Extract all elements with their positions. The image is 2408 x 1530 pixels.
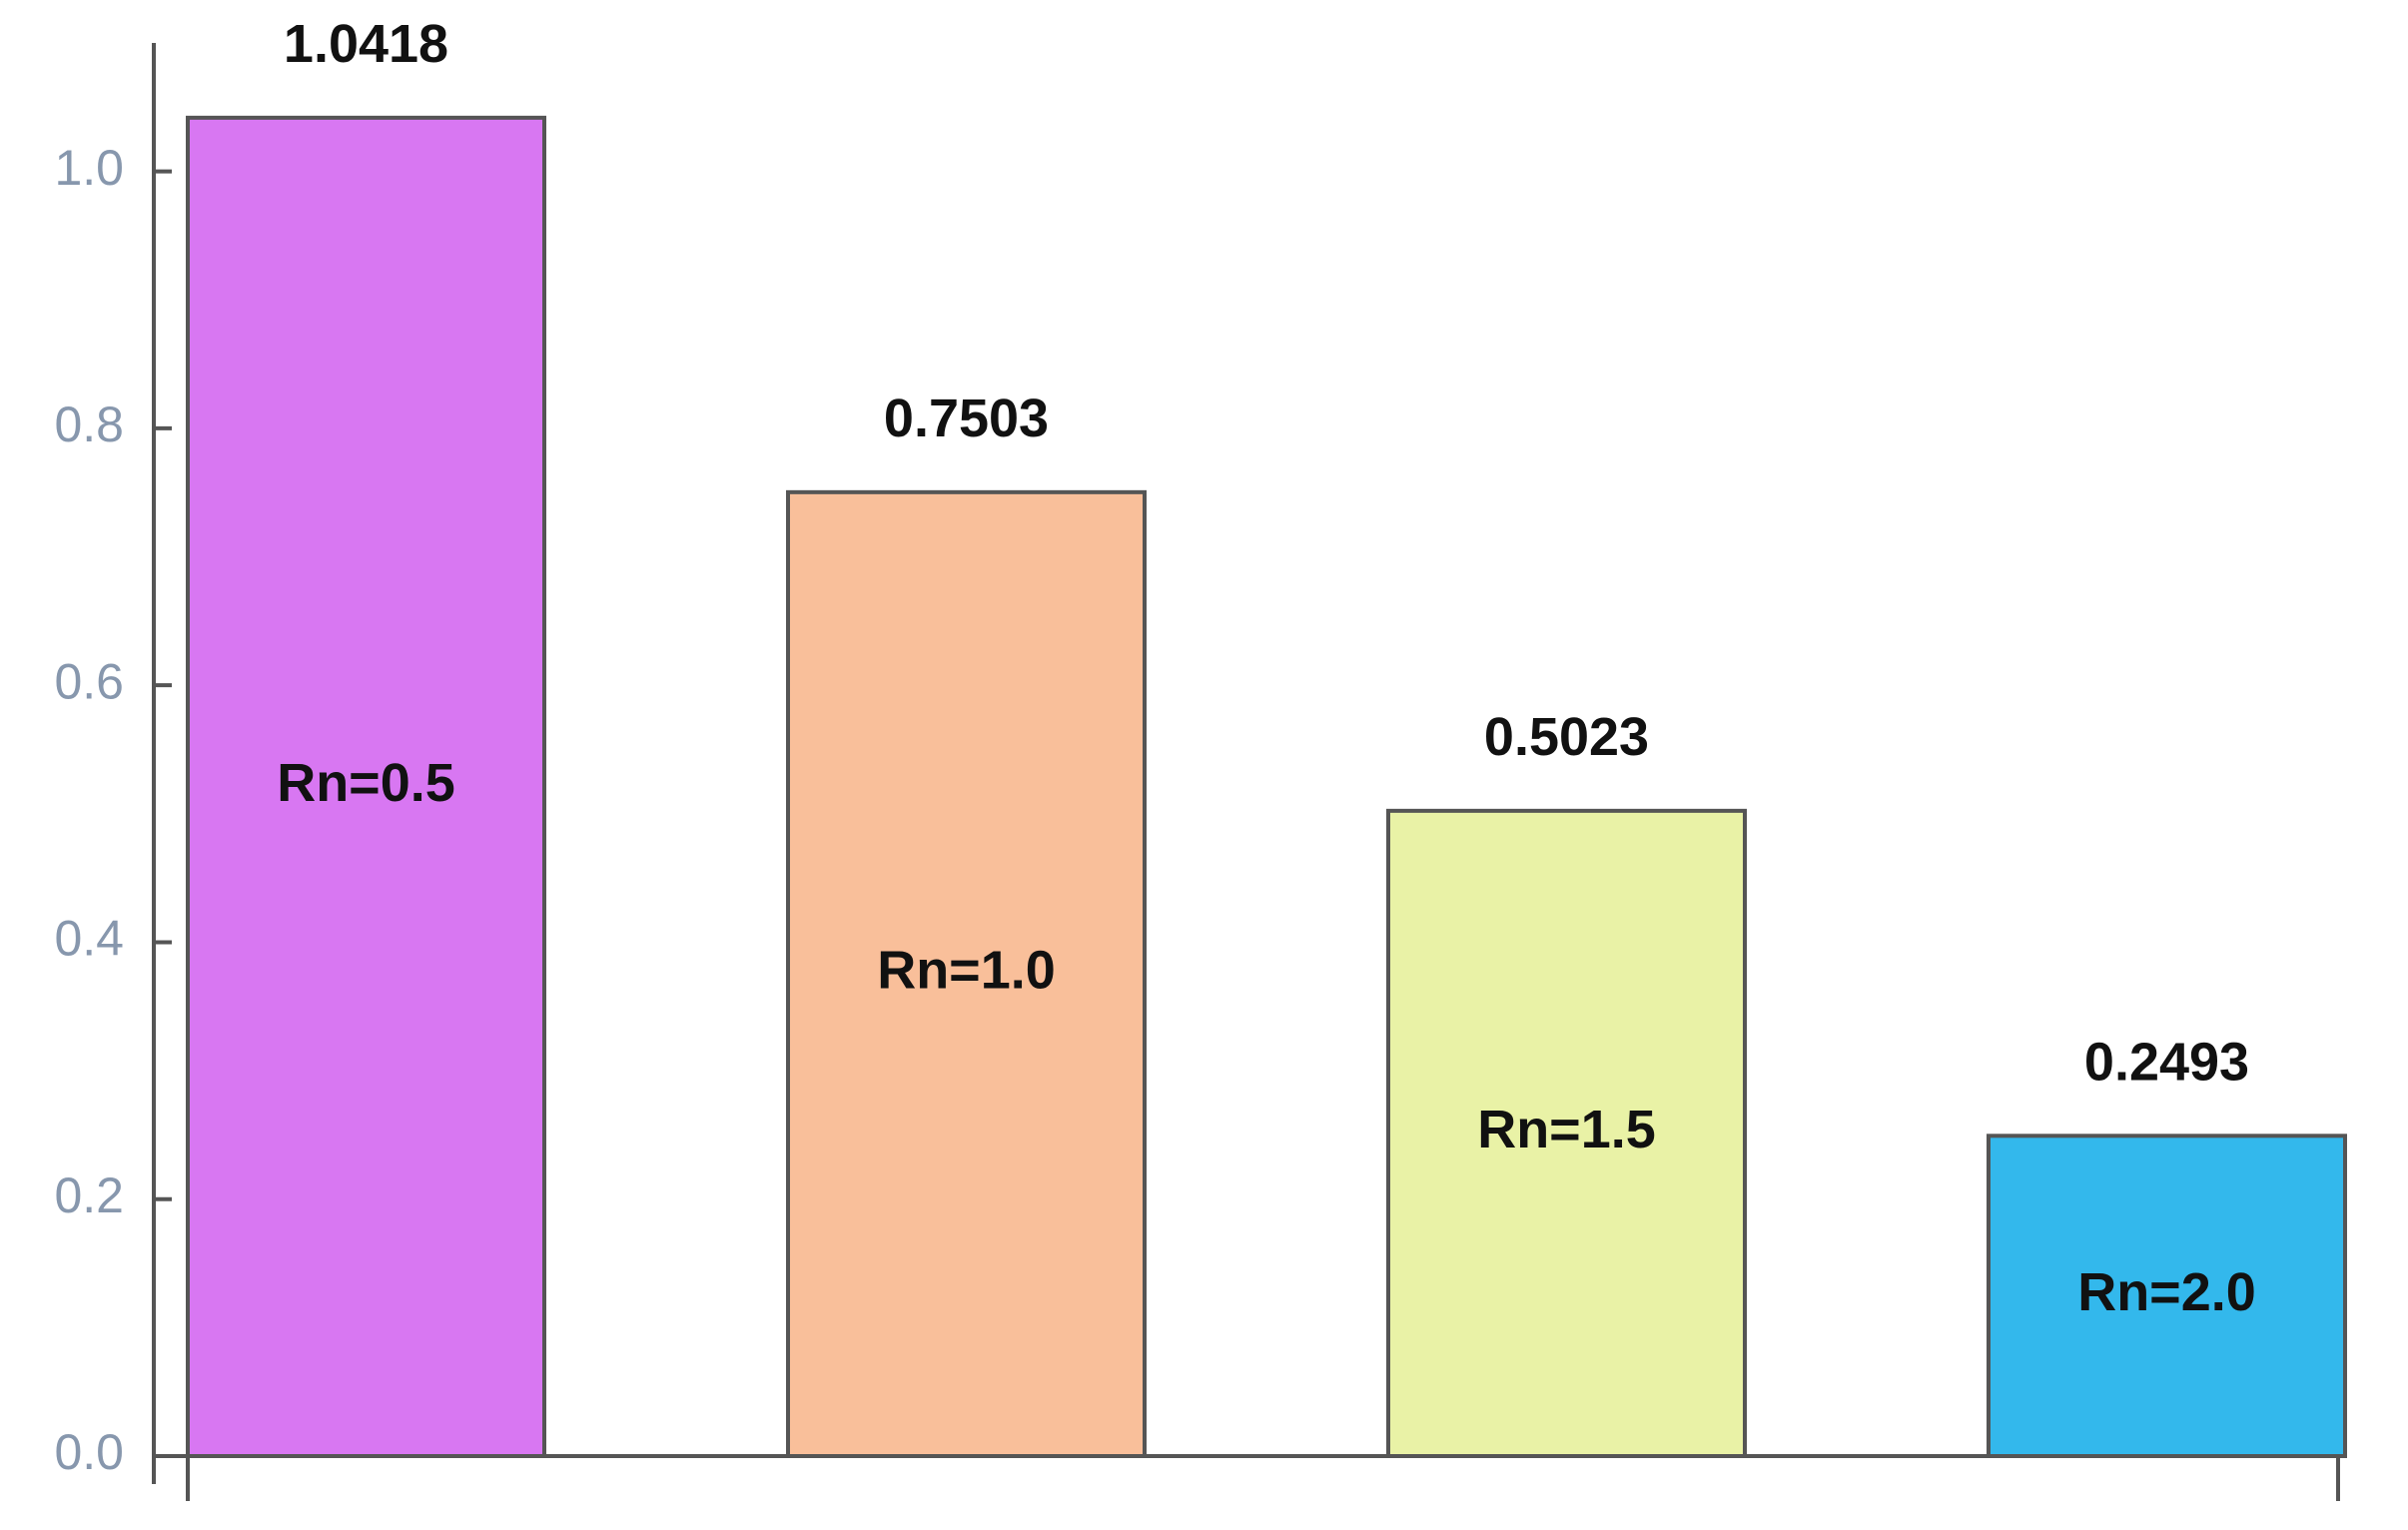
category-label: Rn=1.0 [877, 941, 1056, 1001]
y-tick-label: 0.8 [54, 396, 124, 452]
category-label: Rn=0.5 [277, 753, 455, 813]
bar [786, 489, 1147, 1458]
bar [1386, 808, 1747, 1458]
y-tick-label: 0.0 [54, 1424, 124, 1480]
y-tick-label: 0.4 [54, 911, 124, 967]
value-label: 0.2493 [2084, 1033, 2249, 1093]
y-tick-label: 0.6 [54, 653, 124, 709]
bar [1987, 1134, 2347, 1459]
y-tick-label: 1.0 [54, 140, 124, 196]
category-label: Rn=1.5 [1477, 1100, 1656, 1159]
value-label: 0.7503 [884, 388, 1049, 448]
bar [186, 115, 546, 1459]
y-tick-label: 0.2 [54, 1167, 124, 1223]
value-label: 0.5023 [1484, 707, 1649, 767]
value-label: 1.0418 [284, 14, 448, 74]
category-label: Rn=2.0 [2077, 1262, 2256, 1322]
